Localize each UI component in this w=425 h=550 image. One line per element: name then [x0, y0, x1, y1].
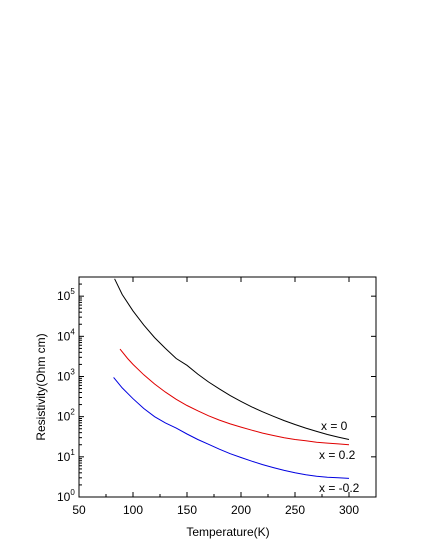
series-line-2 [113, 377, 350, 479]
y-tick-label: 103 [57, 367, 75, 383]
series-labels: x = 0 x = 0.2 x = -0.2 [319, 419, 360, 495]
series-label: x = 0.2 [319, 448, 356, 462]
y-tick-label: 101 [57, 448, 75, 464]
series-label: x = -0.2 [319, 481, 360, 495]
x-tick-label: 100 [123, 503, 143, 517]
x-tick-label: 200 [231, 503, 251, 517]
y-tick-label: 105 [57, 287, 75, 303]
x-tick-label: 300 [339, 503, 359, 517]
x-tick-label: 150 [177, 503, 197, 517]
y-tick-label: 102 [57, 408, 75, 424]
y-axis-title: Resistivity(Ohm cm) [34, 333, 48, 440]
y-tick-label: 100 [57, 488, 75, 504]
x-axis-ticks: 50 100 150 200 250 300 [72, 277, 359, 517]
series-line-1 [119, 348, 350, 446]
y-tick-label: 104 [57, 327, 75, 343]
plot-frame [78, 276, 377, 498]
y-axis-ticks: 100 101 102 103 104 105 [57, 276, 376, 504]
x-tick-label: 250 [285, 503, 305, 517]
series-lines [113, 278, 350, 479]
series-line-0 [114, 278, 350, 440]
x-axis-title: Temperature(K) [186, 525, 269, 539]
series-label: x = 0 [321, 419, 348, 433]
x-tick-label: 50 [72, 503, 86, 517]
